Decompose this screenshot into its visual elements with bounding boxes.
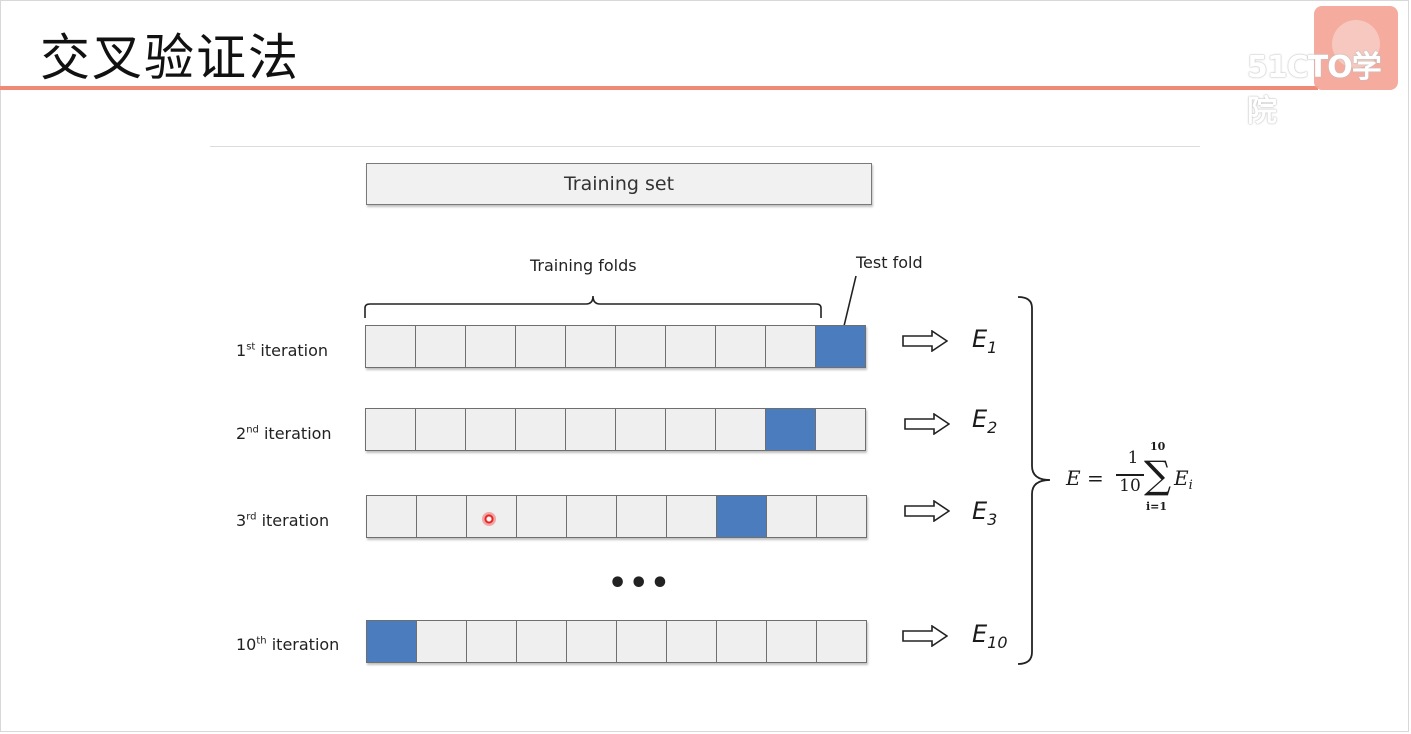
fold-row-3 (366, 495, 867, 538)
training-fold (666, 495, 717, 538)
formula-equals: = (1087, 466, 1104, 490)
training-fold (565, 325, 616, 368)
page-title: 交叉验证法 (40, 29, 300, 87)
training-fold (615, 325, 666, 368)
arrow-right-icon (902, 330, 948, 352)
test-fold (716, 495, 767, 538)
error-e3: E3 (972, 497, 998, 529)
watermark-logo: 51CTO学院 (1247, 6, 1399, 129)
fold-row-10 (366, 620, 867, 663)
training-fold (516, 620, 567, 663)
training-fold (565, 408, 616, 451)
training-fold (666, 620, 717, 663)
sum-lower-limit: i=1 (1146, 500, 1168, 513)
training-set-label: Training set (563, 173, 675, 195)
divider-line (210, 146, 1200, 147)
training-fold (616, 495, 667, 538)
test-fold-pointer (843, 275, 857, 327)
formula-lhs: E (1066, 466, 1081, 490)
error-e2: E2 (972, 405, 998, 437)
training-fold (766, 620, 817, 663)
sum-upper-limit: 10 (1150, 440, 1166, 453)
error-e1: E1 (972, 325, 998, 357)
training-fold (415, 408, 466, 451)
training-fold (665, 325, 716, 368)
iteration-label-2: 2nd iteration (236, 424, 332, 443)
error-e10: E10 (972, 620, 1008, 652)
title-underline (0, 86, 1318, 90)
training-fold (766, 495, 817, 538)
iteration-label-10: 10th iteration (236, 635, 340, 654)
training-fold (366, 495, 417, 538)
training-fold (465, 408, 516, 451)
iteration-label-3: 3rd iteration (236, 511, 330, 530)
formula-denominator: 10 (1119, 476, 1141, 496)
test-fold (366, 620, 417, 663)
iteration-label-1: 1st iteration (236, 341, 329, 360)
fraction-bar (1116, 474, 1144, 476)
training-fold (466, 620, 517, 663)
training-fold (815, 408, 866, 451)
formula-term: Ei (1174, 466, 1193, 493)
pointer-cursor-icon (482, 512, 496, 526)
training-fold (416, 495, 467, 538)
formula-numerator: 1 (1127, 448, 1139, 468)
training-fold (816, 620, 867, 663)
training-fold (566, 620, 617, 663)
fold-row-2 (365, 408, 866, 451)
training-fold (715, 325, 766, 368)
aggregate-brace (1017, 296, 1051, 665)
watermark-text: 51CTO学院 (1247, 50, 1382, 129)
test-fold (815, 325, 866, 368)
training-folds-brace (364, 295, 822, 318)
training-fold (515, 325, 566, 368)
arrow-right-icon (902, 625, 948, 647)
training-fold (566, 495, 617, 538)
training-fold (715, 408, 766, 451)
training-folds-label: Training folds (530, 256, 637, 275)
training-fold (415, 325, 466, 368)
training-fold (465, 325, 516, 368)
training-fold (516, 495, 567, 538)
watermark-badge (1314, 6, 1398, 90)
arrow-right-icon (904, 413, 950, 435)
ellipsis: ••• (608, 566, 672, 601)
training-fold (665, 408, 716, 451)
training-fold (716, 620, 767, 663)
average-error-formula: E = 1 10 10 ∑ i=1 Ei (1066, 440, 1206, 520)
arrow-right-icon (904, 500, 950, 522)
training-fold (616, 620, 667, 663)
training-fold (816, 495, 867, 538)
training-fold (765, 325, 816, 368)
training-fold (365, 325, 416, 368)
training-set-box: Training set (366, 163, 872, 205)
test-fold (765, 408, 816, 451)
training-fold (416, 620, 467, 663)
training-fold (365, 408, 416, 451)
sigma-icon: ∑ (1144, 453, 1172, 497)
test-fold-label: Test fold (856, 253, 923, 272)
training-fold (515, 408, 566, 451)
avatar-icon (1332, 20, 1380, 68)
training-fold (615, 408, 666, 451)
fold-row-1 (365, 325, 866, 368)
